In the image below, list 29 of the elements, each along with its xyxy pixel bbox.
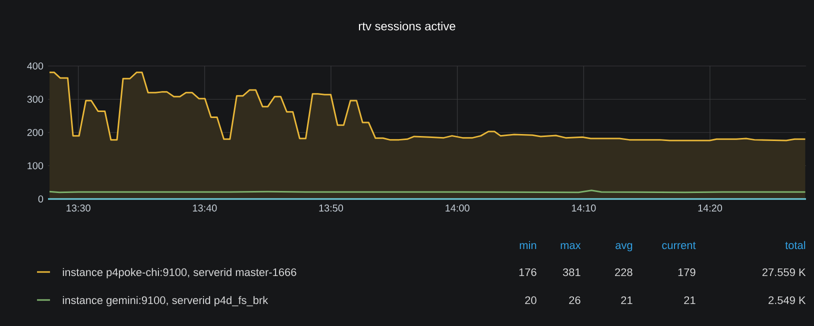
x-tick-label: 13:40 bbox=[192, 204, 217, 212]
x-tick-label: 14:10 bbox=[572, 204, 596, 212]
y-tick-label: 100 bbox=[28, 162, 44, 170]
text: total bbox=[785, 241, 806, 250]
x-tick-label: 14:20 bbox=[698, 204, 722, 212]
legend-label: instance p4poke-chi:9100, serverid master-1666 bbox=[62, 268, 296, 278]
text: 20 bbox=[525, 296, 536, 304]
chart-title: rtv sessions active bbox=[358, 22, 456, 30]
text: 27.559 K bbox=[762, 268, 806, 276]
text: 228 bbox=[615, 268, 632, 276]
text: current bbox=[662, 242, 696, 250]
legend-label: instance gemini:9100, serverid p4d_fs_brk bbox=[62, 296, 268, 306]
text: min bbox=[520, 241, 536, 249]
y-tick-label: 200 bbox=[27, 128, 44, 136]
text: 2.549 K bbox=[768, 296, 806, 304]
y-tick-label: 300 bbox=[27, 96, 44, 103]
text: 21 bbox=[621, 296, 632, 304]
x-tick-label: 14:00 bbox=[446, 204, 470, 212]
text: 26 bbox=[569, 296, 580, 304]
x-tick-label: 13:30 bbox=[66, 204, 90, 212]
text: 176 bbox=[519, 268, 536, 276]
y-tick-label: 400 bbox=[27, 62, 44, 70]
text: 179 bbox=[678, 268, 696, 276]
text: 381 bbox=[562, 268, 580, 276]
text: avg bbox=[616, 243, 632, 252]
text: 21 bbox=[684, 296, 696, 304]
text: max bbox=[560, 243, 581, 250]
x-tick-label: 13:50 bbox=[319, 204, 344, 212]
y-tick-label: 0 bbox=[38, 195, 44, 203]
